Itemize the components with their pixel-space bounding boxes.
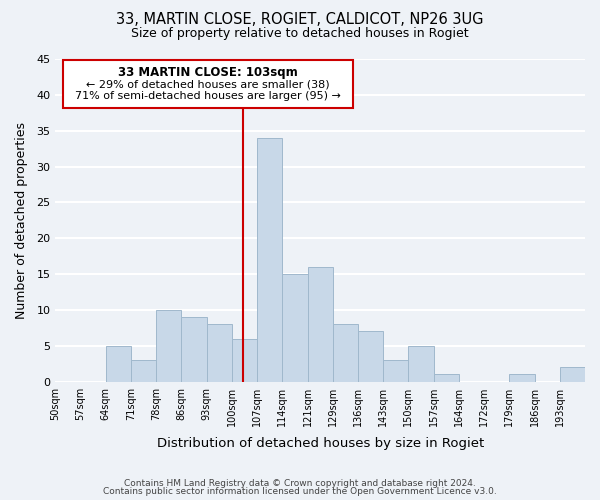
Bar — [358, 332, 383, 382]
Text: Contains HM Land Registry data © Crown copyright and database right 2024.: Contains HM Land Registry data © Crown c… — [124, 478, 476, 488]
Bar — [232, 338, 257, 382]
Text: Contains public sector information licensed under the Open Government Licence v3: Contains public sector information licen… — [103, 487, 497, 496]
X-axis label: Distribution of detached houses by size in Rogiet: Distribution of detached houses by size … — [157, 437, 484, 450]
Text: 33, MARTIN CLOSE, ROGIET, CALDICOT, NP26 3UG: 33, MARTIN CLOSE, ROGIET, CALDICOT, NP26… — [116, 12, 484, 28]
Bar — [333, 324, 358, 382]
Bar — [257, 138, 283, 382]
Text: 33 MARTIN CLOSE: 103sqm: 33 MARTIN CLOSE: 103sqm — [118, 66, 298, 79]
Bar — [156, 310, 181, 382]
FancyBboxPatch shape — [63, 60, 353, 108]
Bar — [131, 360, 156, 382]
Bar — [106, 346, 131, 382]
Y-axis label: Number of detached properties: Number of detached properties — [15, 122, 28, 319]
Bar — [383, 360, 409, 382]
Text: ← 29% of detached houses are smaller (38): ← 29% of detached houses are smaller (38… — [86, 79, 330, 89]
Bar — [308, 267, 333, 382]
Bar — [509, 374, 535, 382]
Bar — [181, 317, 206, 382]
Bar — [560, 368, 585, 382]
Bar — [434, 374, 459, 382]
Bar — [409, 346, 434, 382]
Bar — [206, 324, 232, 382]
Text: Size of property relative to detached houses in Rogiet: Size of property relative to detached ho… — [131, 28, 469, 40]
Text: 71% of semi-detached houses are larger (95) →: 71% of semi-detached houses are larger (… — [75, 92, 341, 102]
Bar — [283, 274, 308, 382]
